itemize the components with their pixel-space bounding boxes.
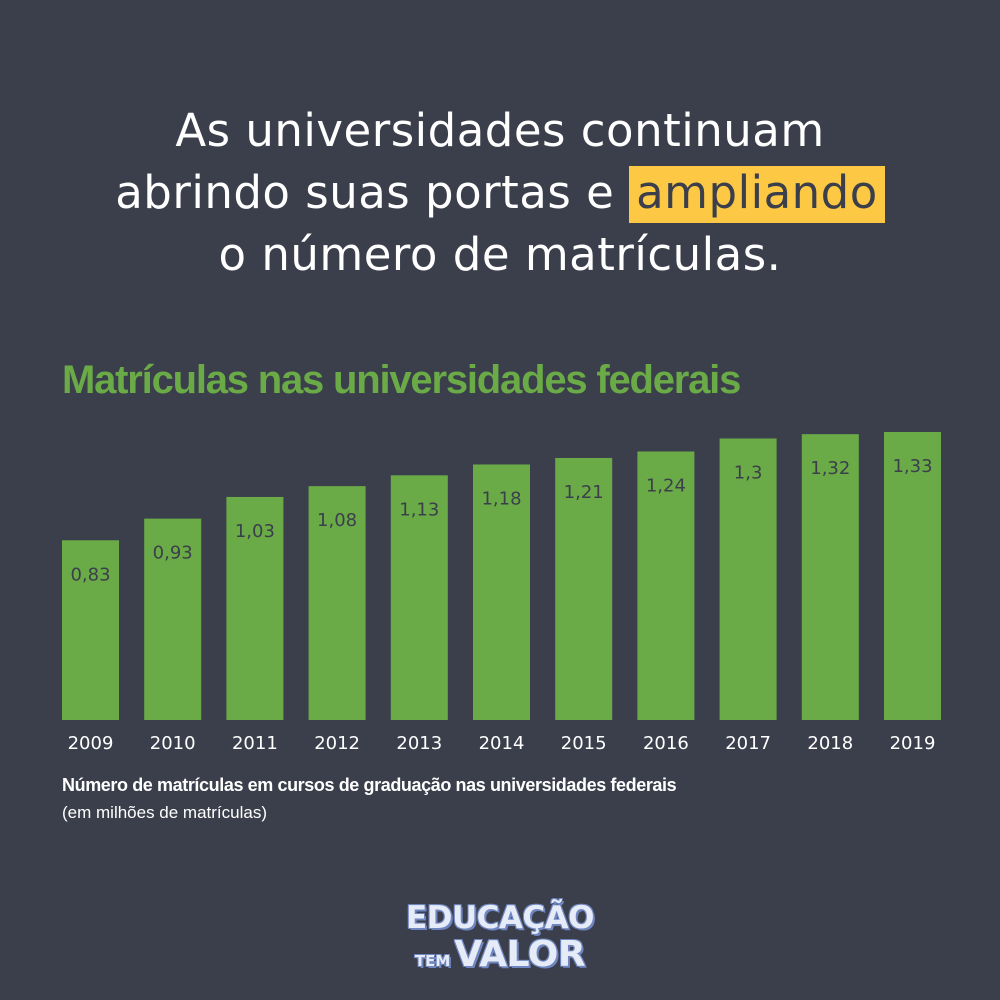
bar-2016 <box>637 451 695 720</box>
logo-top-text: EDUCAÇÃO <box>406 900 594 936</box>
bar-value-label-2018: 1,32 <box>810 458 850 479</box>
bar-value-label-2012: 1,08 <box>317 510 357 531</box>
bar-2014 <box>473 464 530 720</box>
bar-value-label-2010: 0,93 <box>153 543 193 564</box>
headline-line-2-text: abrindo suas portas e <box>115 166 630 219</box>
x-tick-label-2011: 2011 <box>232 733 278 754</box>
logo-big-text: VALOR <box>454 934 586 975</box>
headline-line-1: As universidades continuam <box>175 104 825 157</box>
bar-2019 <box>884 432 941 720</box>
bar-2011 <box>226 496 284 720</box>
bar-2012 <box>308 486 366 720</box>
x-tick-label-2012: 2012 <box>314 733 360 754</box>
x-tick-label-2014: 2014 <box>479 733 525 754</box>
logo-bottom: TEM VALOR <box>400 936 600 980</box>
bar-value-label-2016: 1,24 <box>646 475 686 496</box>
x-tick-label-2018: 2018 <box>807 733 853 754</box>
bar-2017 <box>719 438 777 720</box>
bar-2015 <box>555 457 613 720</box>
x-tick-label-2010: 2010 <box>150 733 196 754</box>
bar-value-label-2015: 1,21 <box>564 482 604 503</box>
chart-title: Matrículas nas universidades federais <box>62 358 741 402</box>
chart-sub-caption: (em milhões de matrículas) <box>62 803 268 822</box>
bar-value-label-2013: 1,13 <box>399 499 439 520</box>
x-tick-label-2017: 2017 <box>725 733 771 754</box>
bar-value-label-2019: 1,33 <box>892 456 932 477</box>
bar-2009 <box>62 540 119 720</box>
x-tick-label-2019: 2019 <box>890 733 936 754</box>
educacao-tem-valor-logo: EDUCAÇÃO TEM VALOR <box>400 900 600 980</box>
logo-small-text: TEM <box>414 952 451 970</box>
x-tick-label-2009: 2009 <box>68 733 114 754</box>
bar-value-label-2014: 1,18 <box>481 488 521 509</box>
bar-value-label-2011: 1,03 <box>235 521 275 542</box>
bar-2013 <box>390 475 448 720</box>
bar-value-label-2009: 0,83 <box>70 564 110 585</box>
bar-chart: 0,83 2009 0,93 2010 1,03 2011 1,08 2012 1,13 2013… <box>62 432 941 754</box>
bar-2010 <box>144 518 202 720</box>
bar-2018 <box>801 434 859 720</box>
headline-highlight: ampliando <box>629 166 885 223</box>
headline-line-2: abrindo suas portas e ampliando <box>0 162 1000 224</box>
headline-line-3: o número de matrículas. <box>218 228 782 281</box>
chart-caption: Número de matrículas em cursos de gradua… <box>62 775 677 795</box>
bar-value-label-2017: 1,3 <box>734 462 763 483</box>
x-tick-label-2013: 2013 <box>396 733 442 754</box>
x-tick-label-2016: 2016 <box>643 733 689 754</box>
headline: As universidades continuam abrindo suas … <box>0 100 1000 286</box>
x-tick-label-2015: 2015 <box>561 733 607 754</box>
